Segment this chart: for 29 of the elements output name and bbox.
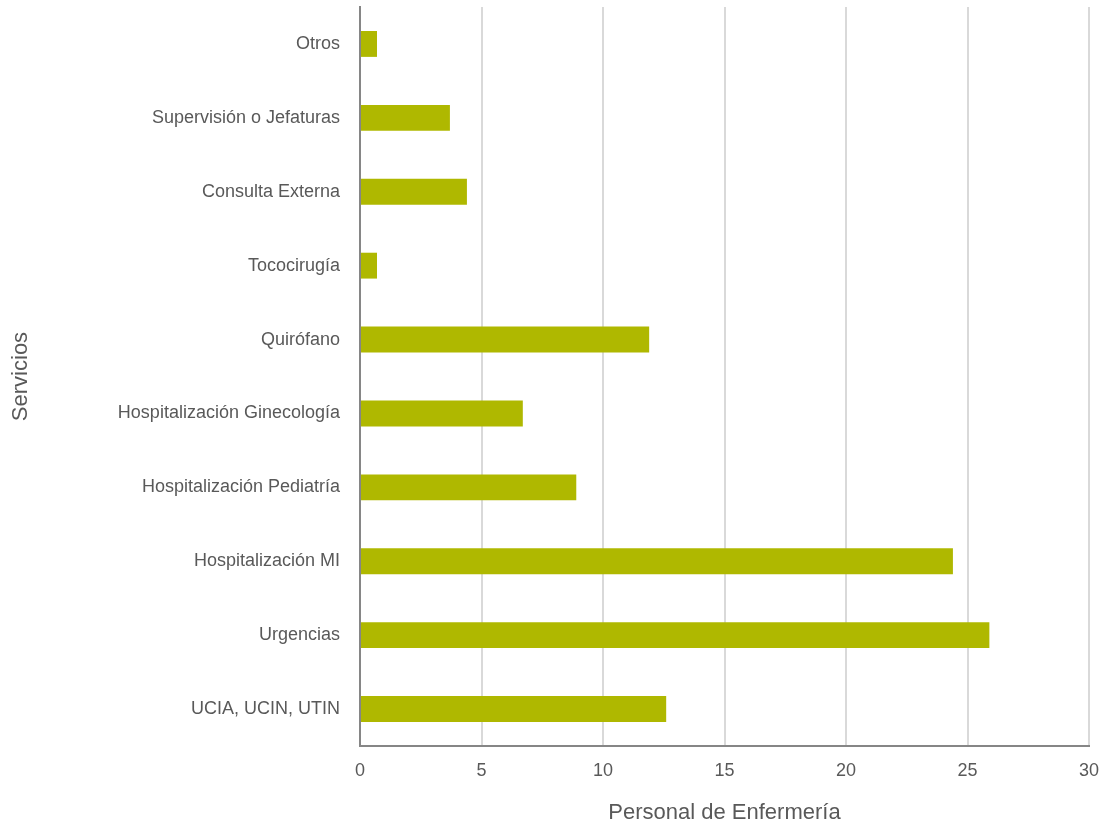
y-tick-label: Hospitalización Pediatría bbox=[141, 476, 341, 497]
bar bbox=[361, 252, 378, 279]
bar bbox=[361, 400, 523, 427]
y-tick-label: Hospitalización MI bbox=[193, 550, 340, 571]
x-tick-label: 15 bbox=[714, 759, 735, 780]
x-tick-label: 25 bbox=[957, 759, 978, 780]
y-tick-label: Otros bbox=[295, 32, 340, 53]
x-tick-label: 5 bbox=[476, 759, 487, 780]
y-tick-label: Urgencias bbox=[258, 624, 340, 645]
bar bbox=[361, 548, 953, 575]
bar bbox=[361, 696, 667, 722]
y-axis-title: Servicios bbox=[7, 331, 33, 422]
y-tick-label: Hospitalización Ginecología bbox=[117, 402, 341, 423]
y-tick-label: Quirófano bbox=[260, 328, 340, 349]
y-tick-label: Consulta Externa bbox=[201, 180, 341, 201]
bar bbox=[361, 622, 990, 649]
y-tick-label: Supervisión o Jefaturas bbox=[151, 106, 340, 127]
y-tick-label: Tococirugía bbox=[247, 254, 341, 275]
x-tick-label: 10 bbox=[592, 759, 614, 780]
bar bbox=[361, 474, 577, 501]
x-axis-title: Personal de Enfermería bbox=[608, 798, 842, 824]
x-tick-label: 0 bbox=[354, 759, 366, 780]
y-tick-label: UCIA, UCIN, UTIN bbox=[190, 698, 340, 719]
x-tick-label: 30 bbox=[1078, 759, 1100, 780]
bar bbox=[361, 31, 378, 57]
bar bbox=[361, 104, 450, 131]
bar bbox=[361, 178, 467, 205]
x-tick-label: 20 bbox=[835, 759, 857, 780]
bar bbox=[361, 326, 650, 353]
